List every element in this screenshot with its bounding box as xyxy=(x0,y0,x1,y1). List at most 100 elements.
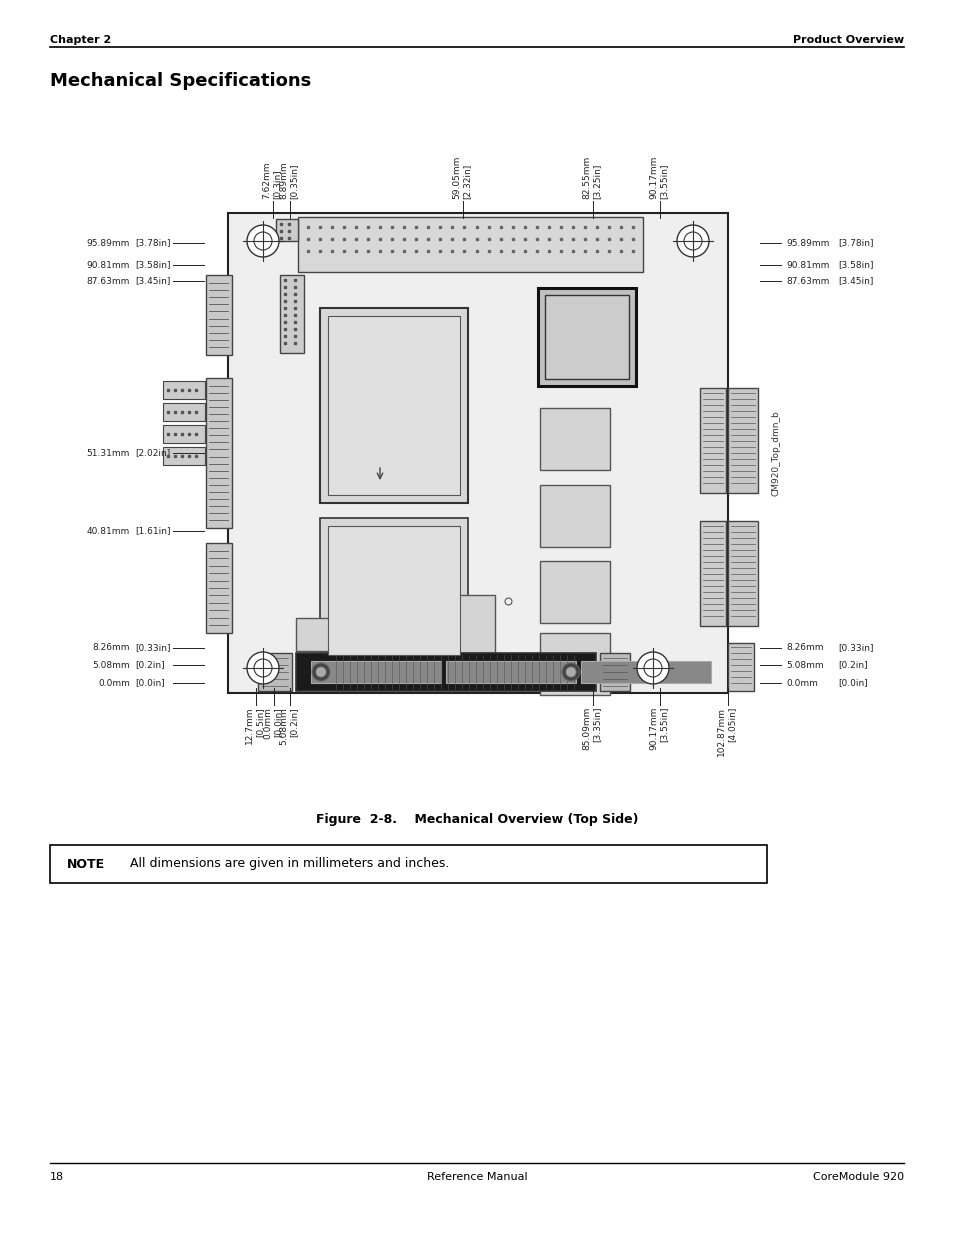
Circle shape xyxy=(315,667,326,677)
Bar xyxy=(257,653,292,692)
Bar xyxy=(295,618,330,651)
Text: 90.81mm: 90.81mm xyxy=(785,261,828,269)
Circle shape xyxy=(247,225,278,257)
Bar xyxy=(297,217,642,272)
Circle shape xyxy=(312,663,330,680)
Text: [3.55in]: [3.55in] xyxy=(659,706,667,742)
Text: [3.78in]: [3.78in] xyxy=(135,238,171,247)
Text: 87.63mm: 87.63mm xyxy=(785,277,828,285)
Text: [3.58in]: [3.58in] xyxy=(837,261,873,269)
Text: Product Overview: Product Overview xyxy=(792,35,903,44)
Text: 90.17mm: 90.17mm xyxy=(648,706,658,751)
Text: [0.33in]: [0.33in] xyxy=(135,643,171,652)
Text: Reference Manual: Reference Manual xyxy=(426,1172,527,1182)
Bar xyxy=(319,308,468,503)
Bar xyxy=(599,653,629,692)
Text: 51.31mm: 51.31mm xyxy=(87,448,130,457)
Bar xyxy=(206,275,232,354)
Bar xyxy=(275,219,297,241)
Text: 12.7mm: 12.7mm xyxy=(245,706,253,745)
Text: 18: 18 xyxy=(50,1172,64,1182)
Bar xyxy=(206,543,232,634)
Text: 5.08mm: 5.08mm xyxy=(785,661,822,669)
Text: [2.32in]: [2.32in] xyxy=(461,164,471,199)
FancyBboxPatch shape xyxy=(50,845,766,883)
Circle shape xyxy=(677,225,708,257)
Text: [3.35in]: [3.35in] xyxy=(592,706,600,742)
Bar xyxy=(280,275,304,353)
Text: [0.2in]: [0.2in] xyxy=(837,661,866,669)
Bar xyxy=(328,316,459,495)
Text: [3.45in]: [3.45in] xyxy=(135,277,171,285)
Text: [2.02in]: [2.02in] xyxy=(135,448,170,457)
Circle shape xyxy=(637,652,668,684)
Text: 59.05mm: 59.05mm xyxy=(452,156,460,199)
Text: [0.0in]: [0.0in] xyxy=(135,678,165,688)
Text: CoreModule 920: CoreModule 920 xyxy=(812,1172,903,1182)
Text: 90.81mm: 90.81mm xyxy=(87,261,130,269)
Text: 5.08mm: 5.08mm xyxy=(278,706,288,745)
Text: 102.87mm: 102.87mm xyxy=(717,706,725,756)
Text: All dimensions are given in millimeters and inches.: All dimensions are given in millimeters … xyxy=(130,857,449,871)
Bar xyxy=(163,382,205,399)
Text: [0.2in]: [0.2in] xyxy=(289,706,297,736)
Circle shape xyxy=(253,232,272,249)
Bar xyxy=(537,288,636,387)
Text: 7.62mm: 7.62mm xyxy=(262,162,271,199)
Text: NOTE: NOTE xyxy=(67,857,105,871)
Text: [4.05in]: [4.05in] xyxy=(726,706,735,742)
Text: [0.3in]: [0.3in] xyxy=(272,169,281,199)
Bar xyxy=(544,295,628,379)
Text: [3.78in]: [3.78in] xyxy=(837,238,873,247)
Bar xyxy=(206,378,232,529)
Text: Figure  2-8.    Mechanical Overview (Top Side): Figure 2-8. Mechanical Overview (Top Sid… xyxy=(315,813,638,826)
Text: [0.0in]: [0.0in] xyxy=(273,706,282,737)
Text: [3.45in]: [3.45in] xyxy=(837,277,872,285)
Circle shape xyxy=(565,667,576,677)
Text: [3.55in]: [3.55in] xyxy=(659,163,667,199)
Circle shape xyxy=(643,659,661,677)
Bar xyxy=(700,521,725,626)
Text: 87.63mm: 87.63mm xyxy=(87,277,130,285)
Text: 8.89mm: 8.89mm xyxy=(278,162,288,199)
Bar xyxy=(539,634,609,695)
Text: 90.17mm: 90.17mm xyxy=(648,156,658,199)
Bar xyxy=(727,521,758,626)
Text: [0.33in]: [0.33in] xyxy=(837,643,873,652)
Text: 0.0mm: 0.0mm xyxy=(98,678,130,688)
Bar xyxy=(539,408,609,471)
Text: [0.0in]: [0.0in] xyxy=(837,678,867,688)
Text: [0.35in]: [0.35in] xyxy=(289,163,297,199)
Text: 0.0mm: 0.0mm xyxy=(785,678,817,688)
Bar xyxy=(580,661,710,683)
Text: CM920_Top_dmn_b: CM920_Top_dmn_b xyxy=(771,410,780,496)
Bar xyxy=(228,212,727,693)
Bar xyxy=(328,526,459,655)
Bar xyxy=(295,653,596,692)
Bar xyxy=(319,517,468,663)
Text: 85.09mm: 85.09mm xyxy=(581,706,590,751)
Bar xyxy=(311,661,440,683)
Bar xyxy=(727,643,753,692)
Circle shape xyxy=(683,232,701,249)
Text: [0.5in]: [0.5in] xyxy=(254,706,264,737)
Bar xyxy=(163,425,205,443)
Circle shape xyxy=(253,659,272,677)
Text: 95.89mm: 95.89mm xyxy=(87,238,130,247)
Text: 82.55mm: 82.55mm xyxy=(581,156,590,199)
Text: 8.26mm: 8.26mm xyxy=(92,643,130,652)
Text: Chapter 2: Chapter 2 xyxy=(50,35,112,44)
Circle shape xyxy=(561,663,579,680)
Text: [1.61in]: [1.61in] xyxy=(135,526,171,536)
Bar xyxy=(163,447,205,466)
Bar xyxy=(700,388,725,493)
Circle shape xyxy=(247,652,278,684)
Bar xyxy=(539,485,609,547)
Text: 8.26mm: 8.26mm xyxy=(785,643,822,652)
Text: 95.89mm: 95.89mm xyxy=(785,238,828,247)
Text: [0.2in]: [0.2in] xyxy=(135,661,165,669)
Bar xyxy=(442,595,495,653)
Text: 5.08mm: 5.08mm xyxy=(92,661,130,669)
Bar xyxy=(727,388,758,493)
Bar xyxy=(446,661,576,683)
